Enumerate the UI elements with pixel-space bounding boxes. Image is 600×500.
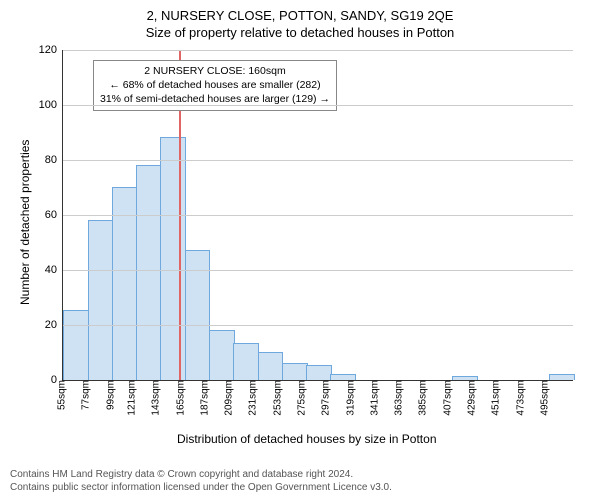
ytick-label: 100 bbox=[39, 99, 63, 111]
annotation-line-2: ← 68% of detached houses are smaller (28… bbox=[100, 78, 330, 92]
histogram-bar bbox=[63, 310, 89, 380]
annotation-box: 2 NURSERY CLOSE: 160sqm ← 68% of detache… bbox=[93, 60, 337, 111]
grid-line bbox=[63, 160, 573, 161]
xtick-label: 407sqm bbox=[438, 380, 453, 416]
title-line-2: Size of property relative to detached ho… bbox=[0, 25, 600, 42]
plot-area: 2 NURSERY CLOSE: 160sqm ← 68% of detache… bbox=[62, 50, 573, 381]
title-line-1: 2, NURSERY CLOSE, POTTON, SANDY, SG19 2Q… bbox=[0, 8, 600, 25]
xtick-label: 143sqm bbox=[147, 380, 162, 416]
xtick-label: 253sqm bbox=[268, 380, 283, 416]
histogram-bar bbox=[233, 343, 259, 380]
histogram-bar bbox=[306, 365, 332, 380]
chart-footer: Contains HM Land Registry data © Crown c… bbox=[10, 469, 590, 494]
grid-line bbox=[63, 105, 573, 106]
histogram-bar bbox=[136, 165, 162, 381]
xtick-label: 275sqm bbox=[293, 380, 308, 416]
footer-line-1: Contains HM Land Registry data © Crown c… bbox=[10, 469, 590, 482]
xtick-label: 55sqm bbox=[53, 380, 68, 410]
ytick-label: 40 bbox=[45, 264, 63, 276]
xtick-label: 363sqm bbox=[390, 380, 405, 416]
annotation-line-1: 2 NURSERY CLOSE: 160sqm bbox=[100, 64, 330, 78]
histogram-bar bbox=[282, 363, 308, 381]
chart-container: 2, NURSERY CLOSE, POTTON, SANDY, SG19 2Q… bbox=[0, 0, 600, 500]
y-axis-label: Number of detached properties bbox=[18, 140, 32, 305]
histogram-bar bbox=[88, 220, 114, 381]
xtick-label: 165sqm bbox=[171, 380, 186, 416]
xtick-label: 429sqm bbox=[463, 380, 478, 416]
histogram-bar bbox=[209, 330, 235, 381]
xtick-label: 297sqm bbox=[317, 380, 332, 416]
x-axis-label: Distribution of detached houses by size … bbox=[177, 432, 437, 446]
histogram-bar bbox=[160, 137, 186, 380]
grid-line bbox=[63, 325, 573, 326]
xtick-label: 341sqm bbox=[366, 380, 381, 416]
xtick-label: 231sqm bbox=[244, 380, 259, 416]
ytick-label: 120 bbox=[39, 44, 63, 56]
xtick-label: 187sqm bbox=[196, 380, 211, 416]
ytick-label: 80 bbox=[45, 154, 63, 166]
xtick-label: 99sqm bbox=[101, 380, 116, 410]
xtick-label: 385sqm bbox=[414, 380, 429, 416]
grid-line bbox=[63, 215, 573, 216]
xtick-label: 121sqm bbox=[123, 380, 138, 416]
xtick-label: 495sqm bbox=[536, 380, 551, 416]
grid-line bbox=[63, 270, 573, 271]
xtick-label: 473sqm bbox=[511, 380, 526, 416]
ytick-label: 60 bbox=[45, 209, 63, 221]
xtick-label: 451sqm bbox=[487, 380, 502, 416]
histogram-bar bbox=[258, 352, 284, 381]
histogram-bar bbox=[549, 374, 575, 381]
xtick-label: 77sqm bbox=[77, 380, 92, 410]
grid-line bbox=[63, 50, 573, 51]
chart-title: 2, NURSERY CLOSE, POTTON, SANDY, SG19 2Q… bbox=[0, 0, 600, 42]
ytick-label: 20 bbox=[45, 319, 63, 331]
xtick-label: 209sqm bbox=[220, 380, 235, 416]
footer-line-2: Contains public sector information licen… bbox=[10, 482, 590, 495]
xtick-label: 319sqm bbox=[341, 380, 356, 416]
